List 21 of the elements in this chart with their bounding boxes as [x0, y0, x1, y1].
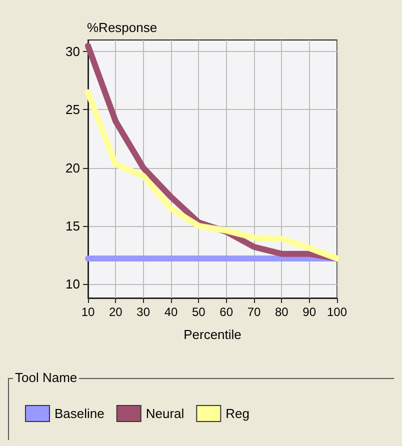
- x-tick-label: 20: [108, 305, 123, 319]
- x-tick-label: 100: [326, 305, 348, 319]
- x-axis-title: Percentile: [184, 327, 242, 342]
- x-tick-label: 30: [136, 305, 150, 319]
- x-tick-label: 90: [302, 305, 316, 319]
- y-tick-label: 15: [66, 218, 80, 234]
- y-tick-label: 20: [66, 160, 80, 176]
- x-tick-label: 10: [81, 305, 95, 319]
- legend-label: Baseline: [54, 406, 104, 421]
- x-tick-label: 80: [274, 305, 289, 319]
- y-tick-label: 30: [66, 44, 80, 60]
- legend-label: Neural: [146, 406, 184, 421]
- x-tick-label: 70: [247, 305, 261, 319]
- legend-title: Tool Name: [13, 370, 80, 385]
- legend-label: Reg: [226, 406, 250, 421]
- y-tick-label: 25: [66, 102, 80, 118]
- x-tick-label: 50: [192, 305, 206, 319]
- x-tick-label: 40: [164, 305, 178, 319]
- y-tick-label: 10: [66, 276, 80, 292]
- y-axis-title: %Response: [87, 20, 158, 35]
- x-tick-label: 60: [220, 305, 234, 319]
